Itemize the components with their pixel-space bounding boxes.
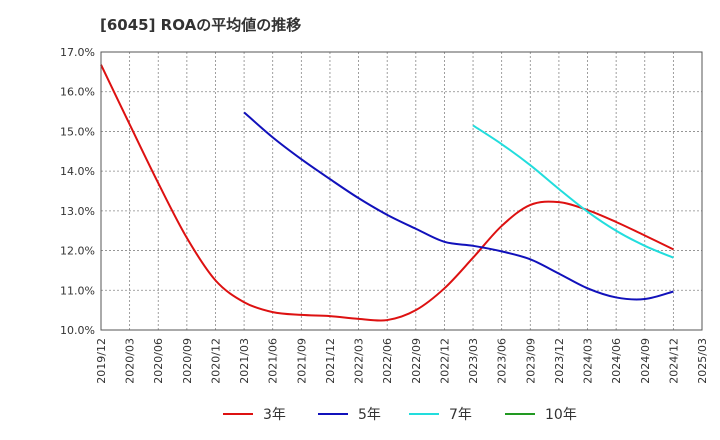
legend-item: 3年 xyxy=(223,404,286,424)
y-tick-label: 15.0% xyxy=(60,125,95,138)
legend-label: 5年 xyxy=(358,407,381,423)
series-line-2 xyxy=(243,111,674,301)
legend-item: 7年 xyxy=(409,404,472,424)
x-tick-label: 2022/06 xyxy=(381,338,394,384)
x-tick-label: 2021/06 xyxy=(267,338,280,384)
legend: 3年 5年 7年 10年 xyxy=(0,400,720,428)
legend-label: 10年 xyxy=(545,407,577,423)
x-tick-label: 2023/03 xyxy=(467,338,480,384)
x-tick-label: 2021/12 xyxy=(324,338,337,384)
legend-label: 7年 xyxy=(449,407,472,423)
x-tick-label: 2023/09 xyxy=(524,338,537,384)
line-chart: 10.0% 11.0% 12.0% 13.0% 14.0% 15.0% 16.0% 17.0%… xyxy=(60,46,709,384)
series-line-3 xyxy=(472,124,674,259)
y-tick-label: 10.0% xyxy=(60,324,95,337)
x-tick-label: 2022/03 xyxy=(353,338,366,384)
x-tick-label: 2024/06 xyxy=(610,338,623,384)
plot-frame xyxy=(100,51,703,331)
x-tick-label: 2024/12 xyxy=(667,338,680,384)
x-axis-tick-labels: 2019/12 2020/03 2020/06 2020/09 2020/12 2021/… xyxy=(95,338,709,384)
x-tick-label: 2024/03 xyxy=(582,338,595,384)
y-tick-label: 17.0% xyxy=(60,46,95,59)
y-tick-label: 11.0% xyxy=(60,284,95,297)
series-line-1 xyxy=(100,64,674,322)
y-tick-label: 12.0% xyxy=(60,245,95,258)
x-tick-label: 2021/09 xyxy=(295,338,308,384)
x-tick-label: 2023/12 xyxy=(553,338,566,384)
x-tick-label: 2020/09 xyxy=(181,338,194,384)
x-tick-label: 2022/12 xyxy=(438,338,451,384)
y-tick-label: 16.0% xyxy=(60,86,95,99)
y-tick-label: 14.0% xyxy=(60,165,95,178)
x-tick-label: 2020/06 xyxy=(152,338,165,384)
grid-lines xyxy=(100,51,703,331)
legend-swatch xyxy=(409,413,439,415)
x-tick-label: 2024/09 xyxy=(639,338,652,384)
x-tick-label: 2020/12 xyxy=(209,338,222,384)
chart-title: [6045] ROAの平均値の推移 xyxy=(100,16,302,34)
y-axis-tick-labels: 10.0% 11.0% 12.0% 13.0% 14.0% 15.0% 16.0% 17.0% xyxy=(60,46,95,337)
legend-item: 5年 xyxy=(318,404,381,424)
series-lines xyxy=(100,64,674,322)
x-tick-label: 2022/09 xyxy=(410,338,423,384)
x-tick-label: 2020/03 xyxy=(124,338,137,384)
legend-swatch xyxy=(223,413,253,415)
x-tick-label: 2019/12 xyxy=(95,338,108,384)
legend-label: 3年 xyxy=(263,407,286,423)
x-tick-label: 2025/03 xyxy=(696,338,709,384)
x-tick-label: 2023/06 xyxy=(496,338,509,384)
legend-swatch xyxy=(505,413,535,415)
x-tick-label: 2021/03 xyxy=(238,338,251,384)
y-tick-label: 13.0% xyxy=(60,205,95,218)
legend-swatch xyxy=(318,413,348,415)
legend-item: 10年 xyxy=(505,404,577,424)
